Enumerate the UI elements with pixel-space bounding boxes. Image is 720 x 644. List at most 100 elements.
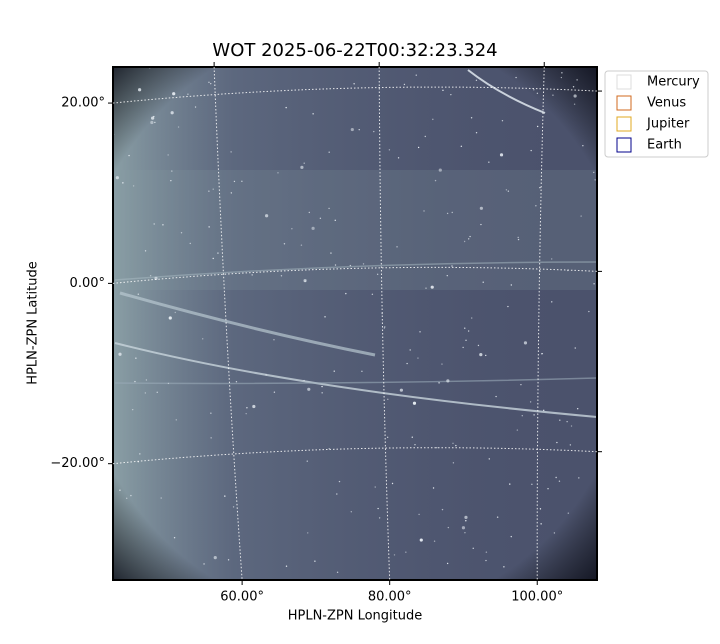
star bbox=[510, 535, 512, 538]
star bbox=[118, 352, 122, 356]
star bbox=[417, 357, 419, 359]
star bbox=[469, 235, 471, 238]
star bbox=[535, 205, 537, 207]
star bbox=[464, 532, 466, 534]
star bbox=[350, 127, 354, 132]
star bbox=[485, 354, 487, 357]
star bbox=[419, 331, 421, 333]
grid-line bbox=[378, 66, 391, 581]
star bbox=[533, 414, 535, 416]
x-axis-label: HPLN-ZPN Longitude bbox=[288, 609, 423, 624]
star bbox=[578, 477, 580, 479]
y-tick-label: −20.00° bbox=[50, 456, 105, 471]
star bbox=[174, 311, 176, 314]
star bbox=[430, 285, 434, 289]
y-tick-label: 20.00° bbox=[61, 96, 105, 111]
star bbox=[304, 280, 306, 282]
star bbox=[393, 554, 396, 556]
axes-frame bbox=[112, 66, 598, 581]
star bbox=[397, 157, 400, 159]
star bbox=[180, 232, 183, 234]
star bbox=[245, 412, 247, 415]
star bbox=[210, 437, 212, 439]
x-tick-label: 100.00° bbox=[511, 590, 563, 605]
star bbox=[115, 176, 119, 180]
star bbox=[300, 165, 304, 169]
star bbox=[391, 482, 394, 485]
star bbox=[265, 214, 269, 218]
star bbox=[432, 487, 435, 489]
star bbox=[212, 257, 214, 260]
star bbox=[377, 507, 379, 510]
star bbox=[208, 226, 210, 228]
star bbox=[507, 305, 509, 308]
star bbox=[285, 106, 287, 109]
sky-image bbox=[113, 67, 597, 580]
star bbox=[232, 506, 235, 508]
legend-swatch bbox=[616, 74, 632, 90]
star bbox=[189, 242, 191, 245]
star bbox=[167, 382, 170, 385]
star bbox=[154, 121, 156, 124]
star bbox=[153, 223, 155, 225]
star bbox=[338, 480, 341, 483]
star bbox=[463, 240, 466, 243]
star bbox=[569, 444, 572, 446]
star bbox=[450, 93, 452, 96]
star bbox=[353, 83, 355, 85]
star bbox=[149, 274, 152, 277]
star bbox=[162, 224, 164, 226]
legend-swatch bbox=[616, 116, 632, 132]
star bbox=[212, 188, 214, 190]
star bbox=[559, 419, 561, 421]
star bbox=[442, 89, 444, 92]
grid-line bbox=[213, 66, 243, 581]
legend-swatch bbox=[616, 95, 632, 111]
star bbox=[467, 238, 470, 240]
star bbox=[224, 495, 226, 497]
star bbox=[303, 379, 305, 382]
star bbox=[171, 170, 173, 172]
star bbox=[418, 513, 420, 516]
star bbox=[119, 489, 121, 491]
star bbox=[210, 412, 212, 414]
star bbox=[307, 387, 311, 391]
star bbox=[126, 497, 128, 499]
star bbox=[167, 154, 169, 156]
star bbox=[334, 264, 337, 266]
star bbox=[386, 436, 389, 438]
star bbox=[135, 357, 137, 359]
star bbox=[467, 330, 470, 332]
star bbox=[300, 244, 303, 246]
star bbox=[227, 559, 230, 561]
star bbox=[384, 326, 386, 328]
star bbox=[132, 185, 135, 187]
star bbox=[465, 520, 467, 522]
star bbox=[230, 192, 233, 194]
grid-line bbox=[112, 266, 598, 284]
star bbox=[424, 135, 426, 138]
star bbox=[160, 497, 162, 499]
star bbox=[438, 168, 442, 172]
star bbox=[588, 310, 590, 313]
star bbox=[273, 339, 275, 341]
star bbox=[170, 179, 172, 182]
star bbox=[333, 370, 335, 372]
star bbox=[560, 76, 563, 79]
star bbox=[406, 362, 408, 365]
star bbox=[507, 190, 510, 192]
star bbox=[252, 404, 256, 409]
star bbox=[530, 149, 532, 152]
star bbox=[551, 301, 553, 303]
star bbox=[461, 526, 466, 530]
star bbox=[330, 252, 332, 254]
star bbox=[505, 189, 508, 191]
star bbox=[539, 186, 541, 189]
star bbox=[573, 94, 577, 98]
star bbox=[517, 236, 519, 239]
star bbox=[306, 460, 308, 462]
star bbox=[495, 395, 497, 398]
star bbox=[419, 538, 423, 542]
star bbox=[501, 119, 504, 122]
star bbox=[570, 425, 573, 427]
